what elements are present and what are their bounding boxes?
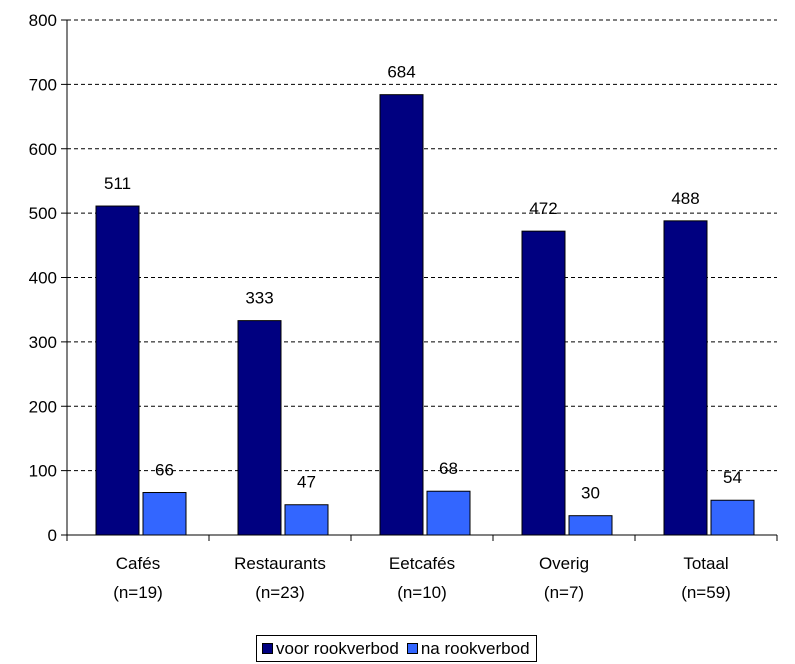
data-label: 684	[387, 63, 415, 82]
x-category-label: Overig	[539, 554, 589, 573]
bar-na-4	[568, 515, 613, 536]
y-tick-label: 0	[48, 526, 57, 545]
x-category-sublabel: (n=19)	[113, 583, 163, 602]
data-label: 66	[155, 461, 174, 480]
y-tick-label: 100	[29, 462, 57, 481]
x-category-sublabel: (n=23)	[255, 583, 305, 602]
data-label: 472	[529, 199, 557, 218]
y-tick-label: 600	[29, 140, 57, 159]
legend: voor rookverbod na rookverbod	[256, 635, 537, 662]
bar-voor-3	[379, 94, 424, 536]
bar-na-5	[710, 499, 755, 536]
data-label: 30	[581, 484, 600, 503]
data-label: 488	[671, 189, 699, 208]
data-label: 511	[104, 174, 131, 193]
data-label: 54	[723, 468, 742, 487]
legend-label-series-2: na rookverbod	[420, 638, 530, 658]
y-tick-label: 500	[29, 204, 57, 223]
x-category-label: Cafés	[116, 554, 160, 573]
data-label: 68	[439, 459, 458, 478]
y-tick-label: 300	[29, 333, 57, 352]
x-category-sublabel: (n=10)	[397, 583, 447, 602]
y-tick-label: 800	[29, 11, 57, 30]
y-tick-label: 700	[29, 75, 57, 94]
x-category-label: Eetcafés	[389, 554, 455, 573]
bar-voor-2	[237, 320, 282, 536]
legend-swatch-series-1	[262, 643, 273, 654]
bar-voor-5	[663, 220, 708, 536]
legend-label-series-1: voor rookverbod	[276, 638, 399, 658]
x-category-sublabel: (n=7)	[544, 583, 584, 602]
y-tick-label: 400	[29, 269, 57, 288]
data-label: 333	[245, 289, 273, 308]
y-tick-label: 200	[29, 397, 57, 416]
bar-na-3	[426, 490, 471, 536]
bar-voor-1	[95, 205, 140, 536]
x-category-sublabel: (n=59)	[681, 583, 731, 602]
x-category-label: Restaurants	[234, 554, 326, 573]
data-label: 47	[297, 473, 316, 492]
x-category-label: Totaal	[683, 554, 728, 573]
legend-item-series-2: na rookverbod	[406, 638, 530, 659]
bar-na-2	[284, 504, 329, 536]
legend-swatch-series-2	[406, 643, 418, 654]
legend-item-series-1: voor rookverbod	[262, 639, 399, 659]
bar-na-1	[142, 492, 187, 536]
bar-voor-4	[521, 230, 566, 536]
